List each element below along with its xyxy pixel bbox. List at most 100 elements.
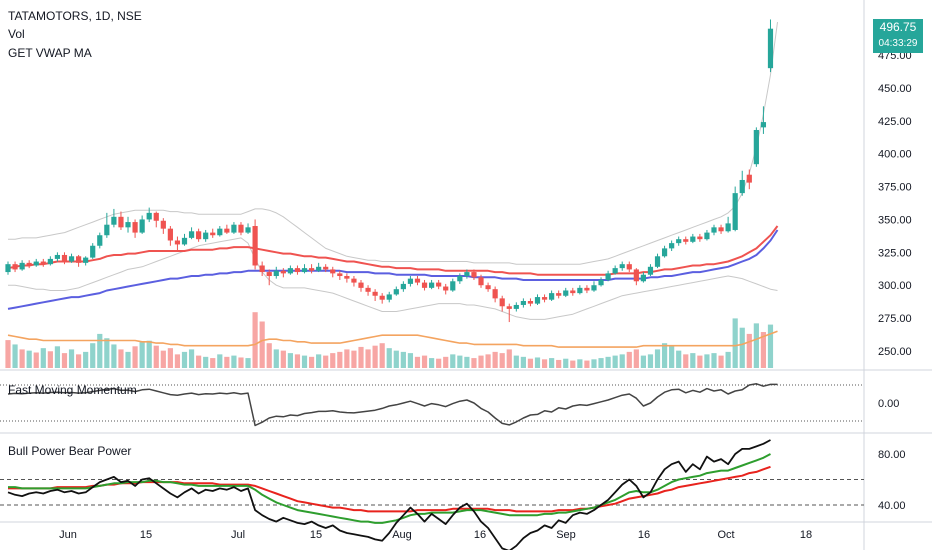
volume-bar (683, 354, 689, 368)
candle-body (626, 264, 632, 270)
time-tick-label: Aug (392, 529, 412, 541)
bullbear-pane-title[interactable]: Bull Power Bear Power (8, 444, 132, 458)
candle-body (323, 266, 329, 270)
volume-bar (704, 354, 710, 368)
candle-body (351, 278, 357, 283)
volume-bar (647, 354, 654, 368)
volume-bar (139, 341, 145, 368)
moving-averages (7, 225, 779, 348)
bullbear-tick-label: 40.00 (878, 500, 906, 512)
volume-bar (153, 345, 159, 368)
candle-body (97, 235, 103, 246)
candle-body (344, 276, 350, 279)
candle-body (125, 222, 131, 228)
volume-bar (725, 351, 731, 368)
volume-bar (97, 333, 103, 368)
candle-body (753, 129, 759, 165)
momentum-pane-title[interactable]: Fast Moving Momentum (8, 383, 137, 397)
candle-body (640, 274, 646, 282)
candle-body (591, 285, 597, 291)
candle-body (83, 257, 89, 263)
price-tick-label: 425.00 (878, 116, 912, 128)
candle-body (676, 239, 682, 244)
volume-bar (266, 343, 272, 368)
slow-ma-line (7, 229, 779, 310)
candle-body (280, 270, 286, 274)
bull-power-line (7, 439, 771, 550)
volume-bar (210, 358, 216, 368)
candle-body (5, 264, 11, 273)
volume-bar (358, 346, 364, 368)
candle-body (400, 283, 406, 290)
volume-bar (26, 350, 32, 368)
candle-body (711, 227, 717, 233)
symbol-title[interactable]: TATAMOTORS, 1D, NSE (8, 9, 142, 23)
candle-body (584, 287, 590, 291)
candle-body (598, 279, 604, 286)
volume-indicator-label[interactable]: Vol (8, 27, 25, 41)
price-tick-label: 250.00 (878, 346, 912, 358)
volume-bar (464, 356, 470, 368)
candle-body (146, 212, 152, 220)
candle-body (563, 290, 569, 296)
volume-bar (697, 355, 703, 368)
volume-bar (231, 355, 237, 368)
volume-bar (549, 358, 555, 368)
volume-bar (301, 355, 308, 368)
candle-body (19, 262, 25, 270)
volume-bar (513, 355, 519, 368)
candle-body (372, 291, 378, 296)
volume-bar (90, 343, 96, 368)
candle-body (90, 245, 96, 258)
vwap-indicator-label[interactable]: GET VWAP MA (8, 46, 92, 60)
volume-bar (316, 354, 322, 368)
bullbear-tick-label: 80.00 (878, 449, 906, 461)
volume-bar (372, 345, 378, 368)
volume-bar (450, 354, 456, 368)
candle-body (421, 282, 428, 288)
candle-body (683, 239, 689, 242)
candle-body (661, 248, 668, 257)
time-tick-label: 18 (800, 529, 812, 541)
bollinger-bands (8, 22, 778, 320)
candle-body (499, 298, 505, 307)
volume-bar (188, 349, 195, 368)
volume-bar (556, 359, 562, 368)
candle-body (619, 264, 625, 269)
volume-bar (690, 353, 696, 368)
volume-bar (167, 348, 173, 368)
candle-body (485, 285, 491, 290)
volume-bar (767, 324, 774, 368)
volume-bar (68, 349, 75, 368)
volume-bar (563, 358, 569, 368)
volume-bar (711, 353, 717, 368)
volume-bar (760, 332, 767, 368)
time-tick-label: 16 (638, 529, 650, 541)
candle-body (210, 232, 216, 236)
volume-bar (61, 353, 68, 368)
time-tick-label: Jul (231, 529, 245, 541)
volume-bar (252, 312, 258, 368)
volume-bar (746, 333, 752, 368)
volume-bar (492, 351, 498, 368)
volume-bar (534, 357, 541, 368)
candle-body (40, 261, 46, 265)
candle-body (181, 237, 188, 245)
candle-body (68, 256, 75, 262)
volume-bar (323, 355, 329, 368)
candle-body (104, 224, 110, 236)
volume-bar (739, 327, 745, 368)
candle-body (767, 28, 774, 69)
volume-bar (203, 356, 209, 368)
volume-bar (407, 353, 414, 368)
candle-body (379, 295, 385, 300)
candle-body (203, 232, 209, 240)
candle-body (577, 287, 583, 294)
candle-body (612, 268, 618, 274)
volume-bar (443, 356, 449, 368)
candles (5, 19, 774, 323)
candle-body (393, 289, 399, 295)
candle-body (224, 228, 230, 233)
candle-body (217, 228, 223, 236)
